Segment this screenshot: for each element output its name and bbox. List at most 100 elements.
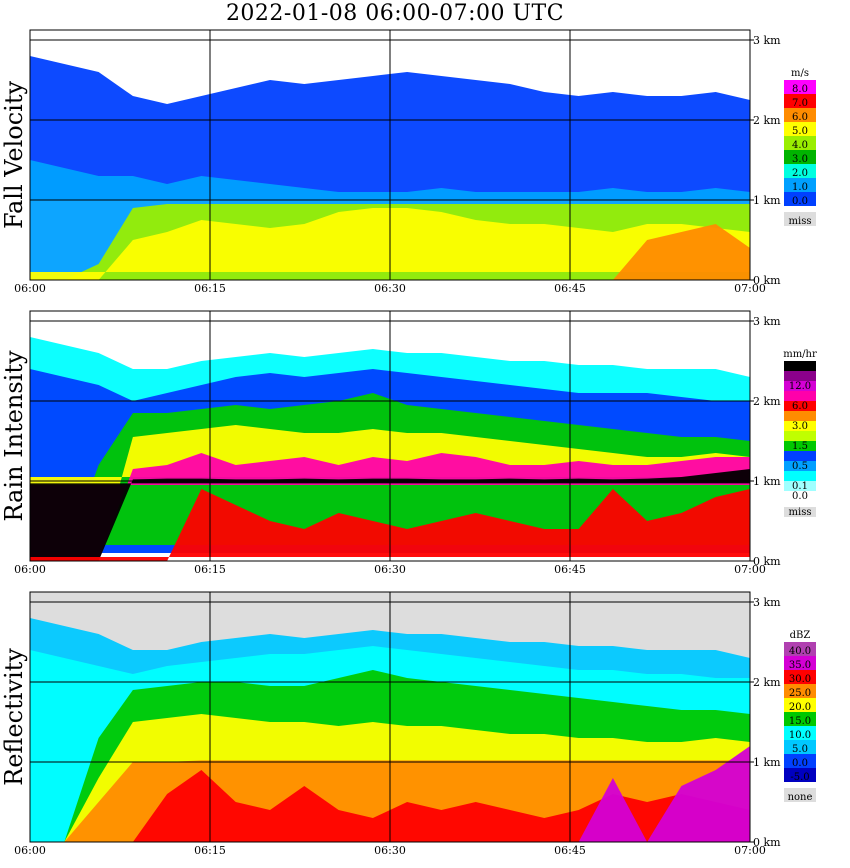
legend-label: 15.0: [789, 716, 811, 727]
legend-label: 12.0: [789, 381, 811, 392]
legend-label: 0.1: [792, 481, 808, 492]
x-tick-label: 06:45: [554, 844, 586, 857]
x-tick-label: 06:15: [194, 563, 226, 576]
legend-swatch: [784, 670, 816, 684]
y-tick-label: 1 km: [753, 756, 781, 769]
chart-title: 2022-01-08 06:00-07:00 UTC: [225, 1, 565, 26]
legend-swatch: [784, 421, 816, 431]
x-tick-label: 06:45: [554, 282, 586, 295]
legend-swatch: [784, 108, 816, 122]
legend-swatch: [784, 441, 816, 451]
legend-label: 8.0: [792, 84, 808, 95]
legend-unit: mm/hr: [783, 349, 817, 360]
legend-swatch: [784, 80, 816, 94]
legend-swatch: [784, 164, 816, 178]
legend-label: 6.0: [792, 401, 808, 412]
legend-label: 2.0: [792, 168, 808, 179]
y-tick-label: 3 km: [753, 34, 781, 47]
legend-swatch: [784, 507, 816, 517]
legend-swatch: [784, 698, 816, 712]
x-tick-label: 06:45: [554, 563, 586, 576]
legend-label: -5.0: [790, 772, 809, 783]
data-layer: [30, 224, 750, 280]
legend-label: 5.0: [792, 126, 808, 137]
legend-label: 1.0: [792, 182, 808, 193]
legend-swatch: [784, 94, 816, 108]
legend-label: 4.0: [792, 140, 808, 151]
legend-label: 0.0: [792, 758, 808, 769]
legend-swatch: [784, 136, 816, 150]
legend-swatch: [784, 451, 816, 461]
x-tick-label: 06:30: [374, 282, 406, 295]
y-tick-label: 2 km: [753, 676, 781, 689]
x-tick-label: 06:00: [14, 844, 46, 857]
x-tick-label: 06:15: [194, 844, 226, 857]
y-tick-label: 3 km: [753, 315, 781, 328]
legend-swatch: [784, 471, 816, 481]
legend-label: miss: [789, 507, 812, 518]
legend-swatch: [784, 371, 816, 381]
panel-2: 0 km 1 km 2 km 3 km 06:00 06:15 06:30 06:45 07:0…: [0, 310, 817, 576]
legend-swatch: [784, 381, 816, 391]
y-tick-label: 0 km: [753, 836, 781, 849]
legend-swatch: [784, 212, 816, 226]
plot-frame: [29, 591, 751, 843]
plot-frame: [29, 310, 751, 562]
legend-swatch: [784, 361, 816, 371]
legend-label: 40.0: [789, 646, 811, 657]
legend-swatch: [784, 122, 816, 136]
legend-swatch: [784, 642, 816, 656]
legend-swatch: [784, 481, 816, 491]
x-tick-label: 07:00: [734, 844, 766, 857]
y-tick-label: 0 km: [753, 274, 781, 287]
legend-label: 6.0: [792, 112, 808, 123]
data-layer: [30, 469, 750, 561]
legend-swatch: [784, 391, 816, 401]
legend-label: 3.0: [792, 421, 808, 432]
y-axis-label: Fall Velocity: [0, 81, 28, 230]
legend-label: miss: [789, 216, 812, 227]
x-tick-label: 06:00: [14, 282, 46, 295]
legend-swatch: [784, 150, 816, 164]
legend-unit: dBZ: [790, 630, 811, 641]
legend-label: none: [788, 792, 813, 803]
y-axis-label: Reflectivity: [0, 648, 28, 786]
legend-label: 25.0: [789, 688, 811, 699]
legend-swatch: [784, 411, 816, 421]
x-tick-label: 07:00: [734, 563, 766, 576]
legend-swatch: [784, 656, 816, 670]
legend-swatch: [784, 491, 816, 501]
legend-swatch: [784, 461, 816, 471]
y-tick-label: 3 km: [753, 596, 781, 609]
y-tick-label: 2 km: [753, 114, 781, 127]
legend-swatch: [784, 401, 816, 411]
legend-swatch: [784, 192, 816, 206]
y-tick-label: 2 km: [753, 395, 781, 408]
legend-label: 1.5: [792, 441, 808, 452]
data-layer: [30, 746, 750, 842]
panel-3: 0 km 1 km 2 km 3 km 06:00 06:15 06:30 06:45 07:0…: [0, 591, 816, 857]
legend-label: 5.0: [792, 744, 808, 755]
legend-swatch: [784, 726, 816, 740]
x-tick-label: 06:30: [374, 844, 406, 857]
legend-label: 0.5: [792, 461, 808, 472]
x-tick-label: 06:15: [194, 282, 226, 295]
legend-swatch: [784, 788, 816, 802]
legend-label: 0.0: [792, 491, 808, 502]
y-axis-label: Rain Intensity: [0, 350, 28, 522]
panel-1: 0 km 1 km 2 km 3 km 06:00 06:15 06:30 06:45 07:0…: [0, 29, 816, 295]
x-tick-label: 07:00: [734, 282, 766, 295]
legend-swatch: [784, 684, 816, 698]
legend-swatch: [784, 431, 816, 441]
y-tick-label: 1 km: [753, 194, 781, 207]
plot-frame: [29, 29, 751, 281]
y-tick-label: 0 km: [753, 555, 781, 568]
legend-swatch: [784, 712, 816, 726]
legend-label: 10.0: [789, 730, 811, 741]
legend-swatch: [784, 754, 816, 768]
legend-swatch: [784, 178, 816, 192]
legend-label: 7.0: [792, 98, 808, 109]
legend-swatch: [784, 740, 816, 754]
legend-label: 3.0: [792, 154, 808, 165]
